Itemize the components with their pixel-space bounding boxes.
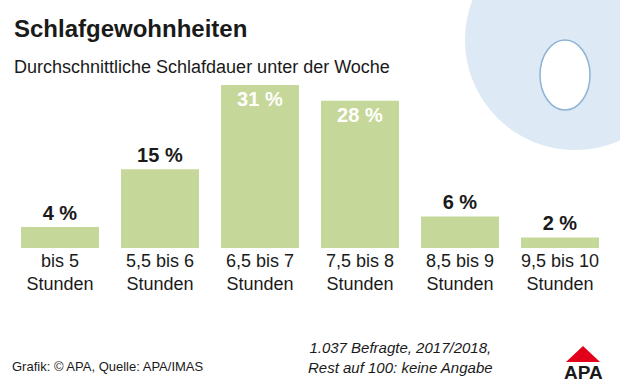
svg-text:Schlafgewohnheiten: Schlafgewohnheiten [14, 15, 247, 42]
svg-text:6 %: 6 % [443, 191, 478, 213]
svg-text:APA: APA [564, 362, 603, 383]
svg-text:9,5 bis 10Stunden: 9,5 bis 10Stunden [521, 251, 599, 294]
svg-text:15 %: 15 % [137, 144, 183, 166]
svg-text:7,5 bis 8Stunden: 7,5 bis 8Stunden [326, 251, 394, 294]
svg-text:5,5 bis 6Stunden: 5,5 bis 6Stunden [126, 251, 194, 294]
svg-text:31 %: 31 % [237, 88, 283, 110]
svg-text:Durchschnittliche Schlafdauer: Durchschnittliche Schlafdauer unter der … [14, 57, 390, 77]
svg-text:Grafik: © APA, Quelle: APA/IMA: Grafik: © APA, Quelle: APA/IMAS [12, 359, 203, 374]
svg-text:4 %: 4 % [43, 202, 78, 224]
svg-text:28 %: 28 % [337, 104, 383, 126]
svg-text:8,5 bis 9Stunden: 8,5 bis 9Stunden [426, 251, 494, 294]
svg-text:bis 5Stunden: bis 5Stunden [26, 251, 93, 294]
svg-text:1.037 Befragte, 2017/2018,Rest: 1.037 Befragte, 2017/2018,Rest auf 100: … [308, 339, 493, 376]
svg-text:6,5 bis 7Stunden: 6,5 bis 7Stunden [226, 251, 294, 294]
svg-text:2 %: 2 % [543, 212, 578, 234]
